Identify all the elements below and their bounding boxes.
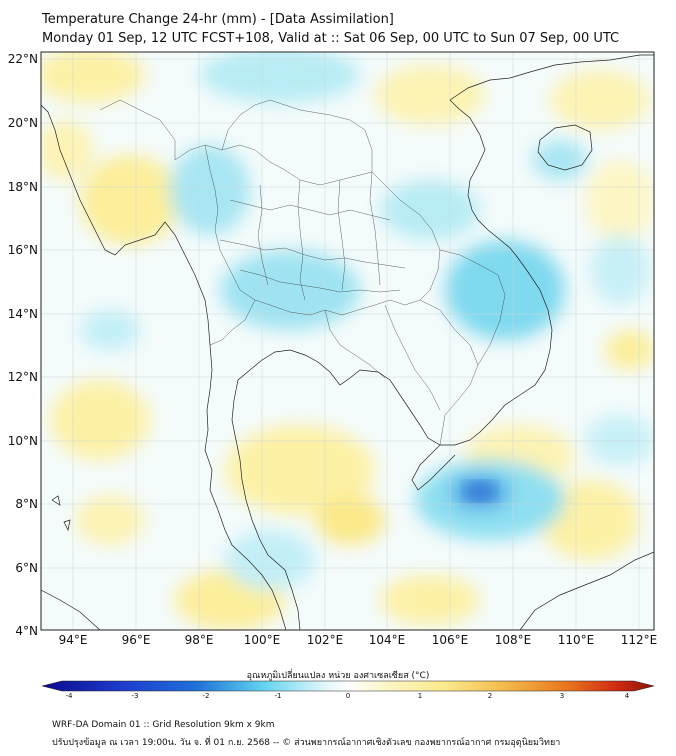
lon-label: 96°E <box>121 633 151 647</box>
temperature-field <box>41 52 654 630</box>
province-borders <box>99 99 506 446</box>
colorbar-tick: 2 <box>487 692 493 700</box>
lon-label: 104°E <box>368 633 406 647</box>
map-title: Temperature Change 24-hr (mm) - [Data As… <box>42 12 394 27</box>
lat-label: 12°N <box>7 370 38 384</box>
lat-label: 22°N <box>7 52 38 66</box>
lon-label: 112°E <box>620 633 658 647</box>
lat-label: 18°N <box>7 180 38 194</box>
lon-label: 94°E <box>58 633 88 647</box>
lat-label: 16°N <box>7 243 38 257</box>
colorbar-tick: -4 <box>65 692 73 700</box>
lat-label: 6°N <box>15 561 38 575</box>
lat-label: 14°N <box>7 307 38 321</box>
lat-label: 4°N <box>15 624 38 638</box>
map-subtitle: Monday 01 Sep, 12 UTC FCST+108, Valid at… <box>42 31 620 46</box>
colorbar-tick: 1 <box>417 692 423 700</box>
map-frame <box>40 51 655 631</box>
lon-label: 100°E <box>243 633 281 647</box>
lon-label: 98°E <box>184 633 214 647</box>
lon-label: 108°E <box>494 633 532 647</box>
coastlines <box>41 54 654 630</box>
colorbar-tick: 4 <box>624 692 630 700</box>
colorbar-tick: -3 <box>131 692 139 700</box>
lat-label: 10°N <box>7 434 38 448</box>
lon-label: 106°E <box>431 633 469 647</box>
colorbar-tick: 0 <box>345 692 351 700</box>
colorbar-tick: 3 <box>559 692 565 700</box>
lat-label: 20°N <box>7 116 38 130</box>
footer-model-info: WRF-DA Domain 01 :: Grid Resolution 9km … <box>52 720 275 730</box>
lat-label: 8°N <box>15 497 38 511</box>
colorbar-tick: -2 <box>202 692 210 700</box>
footer-credit: ปรับปรุงข้อมูล ณ เวลา 19:00น. วัน จ. ที่… <box>52 738 561 748</box>
colorbar-title: อุณหภูมิเปลี่ยนแปลง หน่วย องศาเซลเซียส (… <box>246 671 430 681</box>
gridlines <box>41 52 654 630</box>
colorbar-tick: -1 <box>274 692 282 700</box>
lon-label: 110°E <box>557 633 595 647</box>
colorbar <box>41 680 655 692</box>
lon-label: 102°E <box>306 633 344 647</box>
